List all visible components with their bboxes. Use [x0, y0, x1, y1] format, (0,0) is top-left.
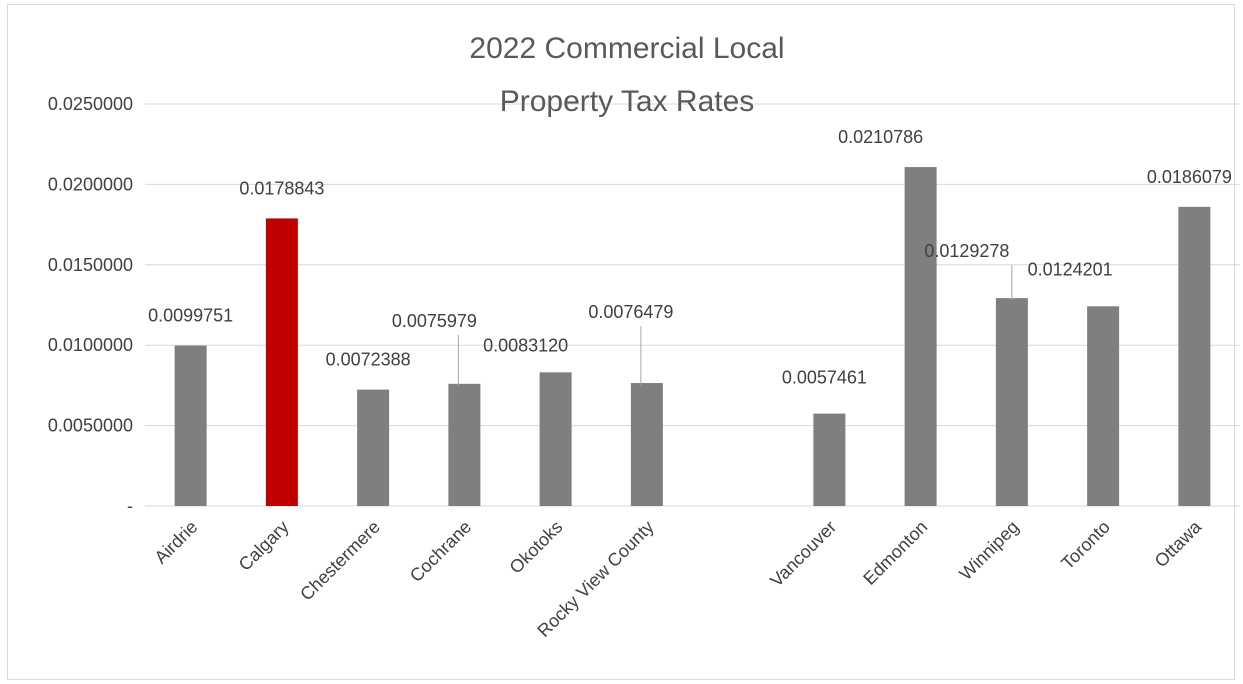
data-label: 0.0075979	[392, 311, 477, 331]
bar-rocky-view-county	[630, 383, 663, 506]
bars	[174, 167, 1211, 507]
bar-winnipeg	[995, 298, 1028, 506]
bar-chestermere	[357, 389, 390, 506]
data-label: 0.0124201	[1028, 259, 1113, 279]
bar-toronto	[1087, 306, 1120, 506]
label-leader-lines	[457, 265, 1013, 386]
bar-okotoks	[539, 372, 572, 506]
x-tick-label: Airdrie	[151, 517, 202, 568]
chart-title-line-1: 2022 Commercial Local	[469, 32, 784, 65]
data-label: 0.0178843	[239, 178, 324, 198]
x-tick-label: Calgary	[235, 517, 293, 575]
data-label: 0.0072388	[326, 350, 411, 370]
x-tick-label: Okotoks	[506, 517, 567, 578]
x-tick-label: Vancouver	[766, 517, 840, 591]
y-tick-label: -	[127, 496, 133, 516]
y-tick-label: 0.0050000	[48, 416, 133, 436]
x-tick-label: Edmonton	[859, 517, 931, 589]
bar-ottawa	[1178, 206, 1211, 506]
x-tick-label: Toronto	[1057, 517, 1114, 574]
data-label: 0.0186079	[1147, 167, 1232, 187]
x-tick-label: Cochrane	[406, 517, 475, 586]
x-tick-label: Chestermere	[296, 517, 384, 605]
data-label: 0.0057461	[782, 368, 867, 388]
x-tick-label: Winnipeg	[955, 517, 1022, 584]
bar-vancouver	[813, 413, 846, 506]
data-label: 0.0083120	[483, 335, 568, 355]
chart-frame	[7, 4, 1235, 680]
y-tick-label: 0.0250000	[48, 94, 133, 114]
gridlines	[145, 103, 1240, 507]
bar-cochrane	[448, 383, 481, 506]
data-label: 0.0076479	[588, 302, 673, 322]
x-tick-label: Ottawa	[1151, 516, 1206, 571]
data-label: 0.0129278	[924, 241, 1009, 261]
x-axis-ticks: Airdrie Calgary Chestermere Cochrane Okotoks…	[151, 516, 1206, 641]
y-axis-ticks: - 0.0050000 0.0100000 0.0150000 0.0200000 0.0…	[48, 94, 133, 516]
y-tick-label: 0.0100000	[48, 335, 133, 355]
bar-airdrie	[174, 345, 207, 506]
y-tick-label: 0.0200000	[48, 174, 133, 194]
chart-title-line-2: Property Tax Rates	[500, 85, 755, 118]
y-tick-label: 0.0150000	[48, 255, 133, 275]
bar-calgary	[265, 218, 298, 506]
bar-edmonton	[904, 167, 937, 507]
data-labels: 0.0099751 0.0178843 0.0072388 0.0075979 0.00…	[148, 127, 1232, 388]
data-label: 0.0210786	[838, 127, 923, 147]
data-label: 0.0099751	[148, 306, 233, 326]
